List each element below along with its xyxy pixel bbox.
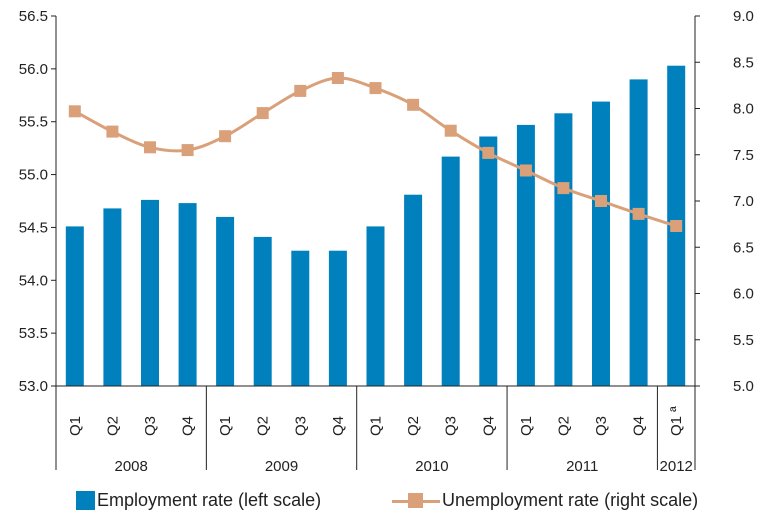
x-tick-label: Q1 (67, 416, 84, 436)
legend-item-employment: Employment rate (left scale) (76, 486, 321, 514)
group-label: 2008 (114, 458, 147, 475)
unemployment-marker (181, 144, 194, 157)
y-right-tick-label: 7.5 (733, 147, 754, 164)
x-tick-label: Q2 (255, 416, 272, 436)
unemployment-marker (106, 125, 119, 138)
bar (178, 203, 197, 386)
x-tick-label: Q4 (631, 416, 648, 436)
bar (592, 101, 610, 386)
y-left-tick-label: 54.0 (19, 272, 48, 289)
unemployment-marker (219, 130, 232, 143)
unemployment-marker (294, 84, 307, 97)
x-tick-label: Q2 (104, 416, 121, 436)
x-tick-label: Q2 (555, 416, 572, 436)
y-right-tick-label: 5.0 (733, 378, 754, 395)
unemployment-marker (595, 195, 607, 207)
legend-label-unemployment: Unemployment rate (right scale) (442, 489, 699, 510)
y-left-tick-label: 56.5 (19, 8, 48, 25)
bar (291, 250, 310, 386)
x-tick-label: Q1 (518, 416, 535, 436)
unemployment-marker (632, 207, 645, 220)
x-tick-label: Q3 (443, 416, 460, 436)
unemployment-marker (256, 107, 269, 120)
y-left-tick-label: 55.0 (19, 167, 48, 184)
unemployment-marker (407, 98, 420, 111)
group-label: 2010 (415, 458, 448, 475)
y-right-tick-label: 6.0 (733, 286, 754, 303)
y-right-tick-label: 6.5 (733, 239, 754, 256)
legend-item-unemployment: Unemployment rate (right scale) (392, 486, 698, 514)
x-tick-label: Q1 (217, 416, 234, 436)
unemployment-marker (369, 82, 382, 95)
bar (441, 156, 460, 386)
x-tick-label: Q3 (142, 416, 159, 436)
y-right-tick-label: 5.5 (733, 332, 754, 349)
bar (404, 194, 423, 386)
x-tick-label: Q4 (330, 416, 347, 436)
unemployment-marker (519, 164, 532, 177)
y-left-tick-label: 55.5 (19, 114, 48, 131)
bar (216, 216, 235, 386)
x-tick-label: Q4 (480, 416, 497, 436)
unemployment-marker (444, 124, 457, 137)
bar (141, 199, 159, 386)
x-tick-label: Q3 (292, 416, 309, 436)
unemployment-marker (482, 146, 495, 159)
chart: 53.0 53.5 54.0 54.5 55.0 55.5 56.0 56.5 5.0 5.5 6.… (19, 8, 754, 475)
group-label: 2011 (566, 458, 598, 475)
bar (366, 226, 385, 386)
y-right-tick-label: 7.0 (733, 193, 754, 210)
unemployment-marker (144, 141, 156, 154)
unemployment-marker (331, 72, 344, 84)
y-right-tick-label: 9.0 (733, 8, 754, 25)
bar (479, 136, 498, 386)
y-right-tick-label: 8.5 (733, 54, 754, 71)
unemployment-marker (68, 105, 81, 118)
legend: Employment rate (left scale) Unemploymen… (0, 486, 771, 516)
unemployment-line (74, 76, 677, 228)
unemployment-marker (557, 182, 570, 195)
group-label: 2012 (660, 458, 693, 475)
legend-line-swatch (392, 491, 440, 510)
bar (516, 124, 535, 387)
bar (328, 250, 347, 386)
y-left-tick-label: 53.0 (19, 378, 48, 395)
y-left-tick-label: 54.5 (19, 219, 48, 236)
y-right-tick-label: 8.0 (733, 101, 754, 118)
legend-label-employment: Employment rate (left scale) (97, 489, 322, 510)
x-tick-label: Q4 (180, 416, 197, 436)
bar (253, 236, 272, 386)
plot-area: 53.0 53.5 54.0 54.5 55.0 55.5 56.0 56.5 5.0 5.5 6.… (19, 8, 754, 475)
group-label: 2009 (265, 458, 298, 475)
x-tick-label: Q1 ª (668, 406, 685, 436)
y-left-tick-label: 53.5 (19, 325, 48, 342)
x-tick-label: Q2 (405, 416, 422, 436)
bar (554, 113, 573, 387)
legend-bar-swatch (76, 490, 95, 510)
unemployment-marker (670, 220, 683, 232)
y-left-tick-label: 56.0 (19, 61, 48, 78)
bar (65, 226, 84, 386)
bar (629, 79, 648, 387)
x-tick-label: Q1 (368, 416, 385, 436)
bar (103, 208, 122, 386)
x-tick-label: Q3 (593, 416, 610, 436)
